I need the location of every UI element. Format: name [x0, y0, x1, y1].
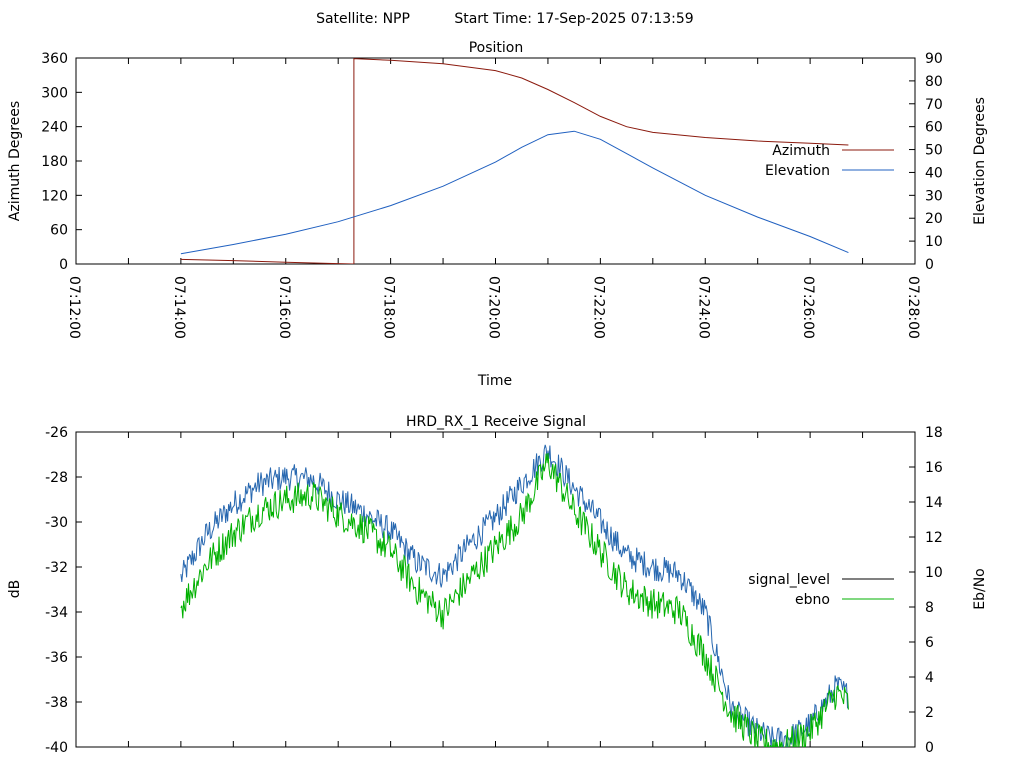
legend-label-signal_level: signal_level	[748, 572, 830, 588]
legend-label-Azimuth: Azimuth	[772, 143, 830, 159]
y2-tick-label: 18	[925, 425, 943, 441]
y-tick-label: 0	[59, 257, 68, 273]
position-x-axis-label: Time	[477, 373, 512, 389]
series-line-signal_level	[180, 444, 849, 747]
y2-tick-label: 10	[925, 565, 943, 581]
legend-label-Elevation: Elevation	[765, 163, 830, 179]
y2-tick-label: 50	[925, 143, 943, 159]
y-tick-label: -38	[45, 695, 68, 711]
y2-tick-label: 80	[925, 74, 943, 90]
y2-tick-label: 12	[925, 530, 943, 546]
y2-tick-label: 0	[925, 740, 934, 756]
y-tick-label: 180	[41, 154, 68, 170]
y-tick-label: 120	[41, 188, 68, 204]
y-tick-label: 240	[41, 120, 68, 136]
y-tick-label: -32	[45, 560, 68, 576]
y2-tick-label: 8	[925, 600, 934, 616]
position-y-axis-label: Azimuth Degrees	[7, 101, 23, 221]
signal-chart-title: HRD_RX_1 Receive Signal	[406, 414, 586, 430]
y2-tick-label: 14	[925, 495, 943, 511]
x-tick-label: 07:18:00	[381, 276, 397, 339]
y-tick-label: 360	[41, 51, 68, 67]
y-tick-label: -34	[45, 605, 68, 621]
y-tick-label: 300	[41, 85, 68, 101]
y-tick-label: -40	[45, 740, 68, 756]
y-tick-label: -30	[45, 515, 68, 531]
satellite-label: Satellite: NPP	[316, 11, 410, 27]
y-tick-label: -28	[45, 470, 68, 486]
series-line-Azimuth	[180, 58, 849, 264]
series-line-ebno	[180, 452, 849, 747]
plot-frame	[75, 431, 916, 748]
x-tick-label: 07:16:00	[276, 276, 292, 339]
y2-tick-label: 60	[925, 120, 943, 136]
plot-frame	[75, 57, 916, 265]
y-tick-label: 60	[50, 223, 68, 239]
y2-tick-label: 16	[925, 460, 943, 476]
y2-tick-label: 40	[925, 165, 943, 181]
start-time-label: Start Time: 17-Sep-2025 07:13:59	[454, 11, 693, 27]
y2-tick-label: 6	[925, 635, 934, 651]
y-tick-label: -36	[45, 650, 68, 666]
signal-y2-axis-label: Eb/No	[972, 568, 988, 610]
y2-tick-label: 2	[925, 705, 934, 721]
signal-chart: HRD_RX_1 Receive Signal dB Eb/No -40 -38 -…	[7, 414, 988, 756]
signal-y-axis-label: dB	[7, 580, 23, 599]
y2-tick-label: 0	[925, 257, 934, 273]
x-tick-label: 07:14:00	[171, 276, 187, 339]
x-tick-label: 07:12:00	[66, 276, 82, 339]
x-tick-label: 07:22:00	[590, 276, 606, 339]
x-tick-label: 07:24:00	[695, 276, 711, 339]
position-chart: Position Time Azimuth Degrees Elevation …	[7, 40, 988, 389]
y-tick-label: -26	[45, 425, 68, 441]
y2-tick-label: 4	[925, 670, 934, 686]
x-tick-label: 07:28:00	[905, 276, 921, 339]
x-tick-label: 07:26:00	[800, 276, 816, 339]
legend-label-ebno: ebno	[795, 592, 830, 608]
position-chart-title: Position	[469, 40, 524, 56]
y2-tick-label: 20	[925, 211, 943, 227]
y2-tick-label: 30	[925, 188, 943, 204]
y2-tick-label: 90	[925, 51, 943, 67]
y2-tick-label: 10	[925, 234, 943, 250]
x-tick-label: 07:20:00	[486, 276, 502, 339]
y2-tick-label: 70	[925, 97, 943, 113]
position-y2-axis-label: Elevation Degrees	[972, 97, 988, 225]
series-line-Elevation	[180, 130, 849, 255]
